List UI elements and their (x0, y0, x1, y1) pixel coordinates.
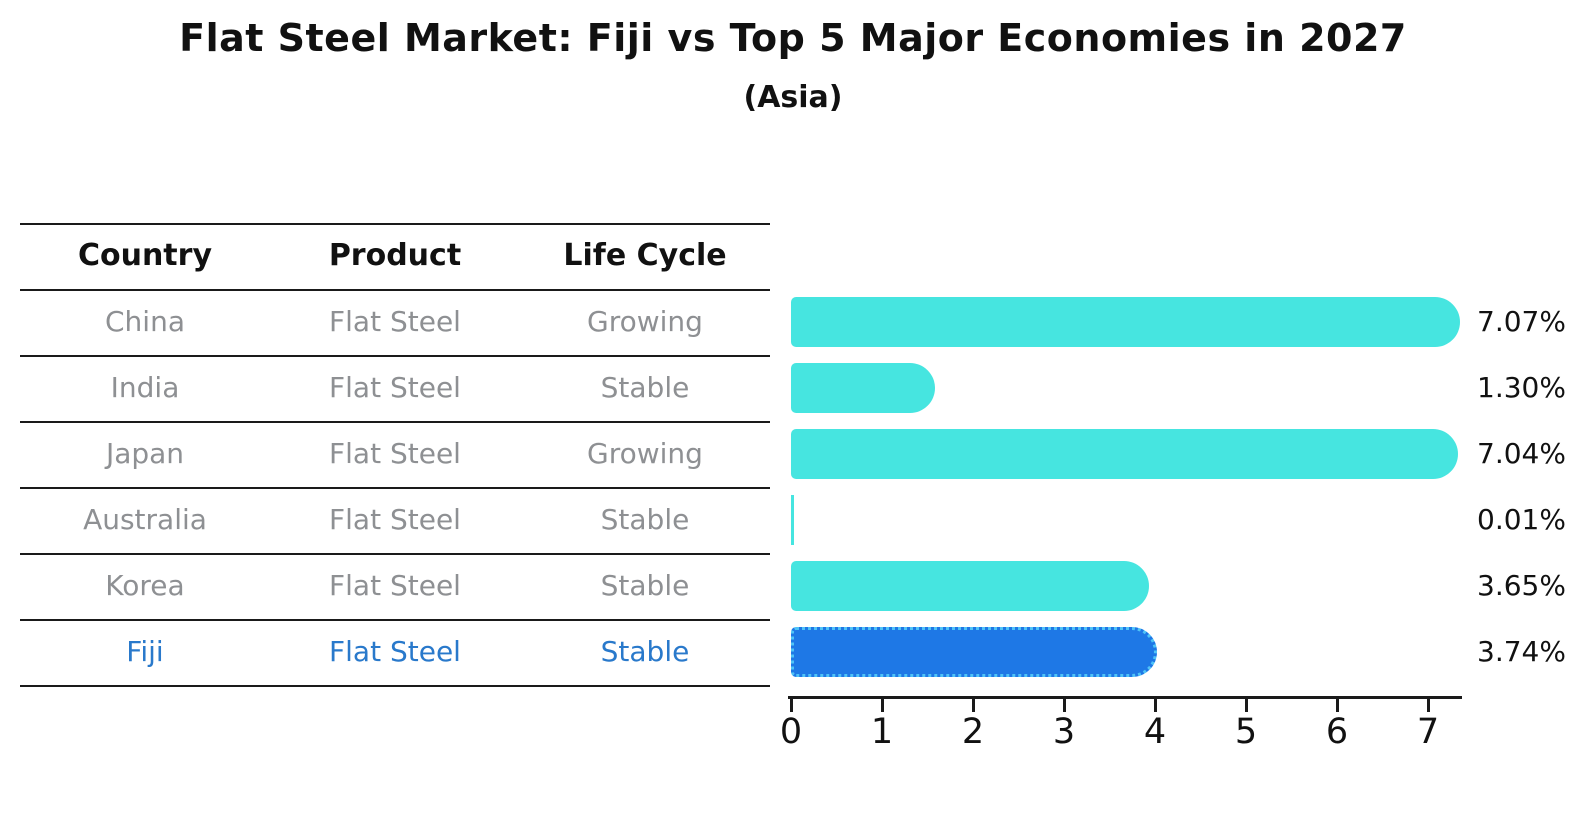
table-cell-country: Japan (105, 437, 185, 470)
x-tick (790, 699, 793, 712)
table-cell-product: Flat Steel (329, 437, 461, 470)
bar-fiji-highlighted (791, 627, 1158, 677)
table-cell-product: Flat Steel (329, 635, 461, 668)
bar (791, 495, 794, 545)
x-tick-label: 0 (779, 712, 803, 752)
x-tick-label: 2 (961, 712, 985, 752)
x-tick (1336, 699, 1339, 712)
x-tick-label: 7 (1416, 712, 1440, 752)
bar (791, 429, 1458, 479)
column-header-product: Product (328, 238, 462, 273)
table-cell-country: Fiji (126, 635, 164, 668)
chart-title: Flat Steel Market: Fiji vs Top 5 Major E… (179, 16, 1407, 60)
table-rule (20, 619, 770, 621)
table-cell-country: India (110, 371, 180, 404)
chart-subtitle: (Asia) (743, 80, 843, 115)
bar (791, 561, 1150, 611)
table-rule (20, 553, 770, 555)
x-axis-line (788, 696, 1462, 699)
table-cell-product: Flat Steel (329, 503, 461, 536)
table-rule (20, 289, 770, 291)
table-cell-product: Flat Steel (329, 371, 461, 404)
x-tick (1063, 699, 1066, 712)
column-header-lifecycle: Life Cycle (563, 238, 727, 273)
table-cell-lifecycle: Stable (600, 371, 690, 404)
table-rule (20, 487, 770, 489)
table-cell-country: Australia (83, 503, 207, 536)
bar-value-label: 3.74% (1477, 635, 1566, 668)
x-tick-label: 5 (1234, 712, 1258, 752)
bar (791, 297, 1461, 347)
table-rule (20, 685, 770, 687)
x-tick (972, 699, 975, 712)
table-cell-lifecycle: Stable (600, 635, 690, 668)
x-tick (881, 699, 884, 712)
bar-value-label: 7.07% (1477, 305, 1566, 338)
x-tick (1154, 699, 1157, 712)
table-cell-lifecycle: Stable (600, 569, 690, 602)
table-cell-lifecycle: Growing (587, 437, 703, 470)
x-tick (1427, 699, 1430, 712)
bar-value-label: 0.01% (1477, 503, 1566, 536)
table-cell-lifecycle: Stable (600, 503, 690, 536)
table-rule (20, 355, 770, 357)
table-cell-lifecycle: Growing (587, 305, 703, 338)
bar-value-label: 3.65% (1477, 569, 1566, 602)
table-cell-country: Korea (105, 569, 185, 602)
bar-value-label: 1.30% (1477, 371, 1566, 404)
table-cell-product: Flat Steel (329, 569, 461, 602)
column-header-country: Country (77, 238, 213, 273)
table-cell-product: Flat Steel (329, 305, 461, 338)
bar-value-label: 7.04% (1477, 437, 1566, 470)
bar (791, 363, 936, 413)
x-tick-label: 1 (870, 712, 894, 752)
table-rule (20, 223, 770, 225)
x-tick-label: 6 (1325, 712, 1349, 752)
x-tick-label: 4 (1143, 712, 1167, 752)
table-rule (20, 421, 770, 423)
x-tick-label: 3 (1052, 712, 1076, 752)
x-tick (1245, 699, 1248, 712)
table-cell-country: China (105, 305, 185, 338)
